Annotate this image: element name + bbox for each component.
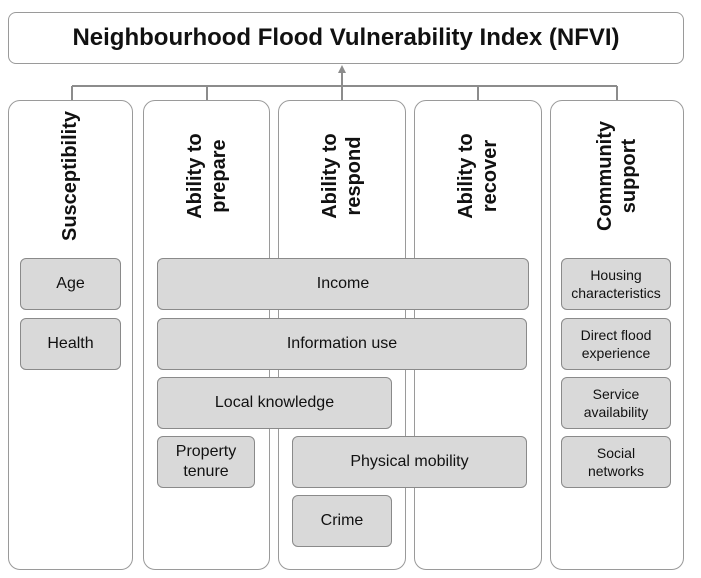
indicator-information-use: Information use (157, 318, 527, 370)
column-label: Susceptibility (59, 110, 82, 242)
indicator-income: Income (157, 258, 529, 310)
nfvi-title: Neighbourhood Flood Vulnerability Index … (8, 12, 684, 64)
indicator-property-tenure: Property tenure (157, 436, 255, 488)
indicator-social-networks: Social networks (561, 436, 671, 488)
indicator-age: Age (20, 258, 121, 310)
indicator-local-knowledge: Local knowledge (157, 377, 392, 429)
column-label: Ability to respond (318, 133, 365, 219)
indicator-direct-flood-experience: Direct flood experience (561, 318, 671, 370)
indicator-housing-characteristics: Housing characteristics (561, 258, 671, 310)
column-label: Community support (594, 121, 640, 231)
column-label: Ability to prepare (183, 133, 230, 219)
indicator-crime: Crime (292, 495, 392, 547)
indicator-health: Health (20, 318, 121, 370)
arrow-up-icon (338, 65, 346, 73)
indicator-service-availability: Service availability (561, 377, 671, 429)
indicator-physical-mobility: Physical mobility (292, 436, 527, 488)
column-label: Ability to recover (454, 133, 501, 219)
